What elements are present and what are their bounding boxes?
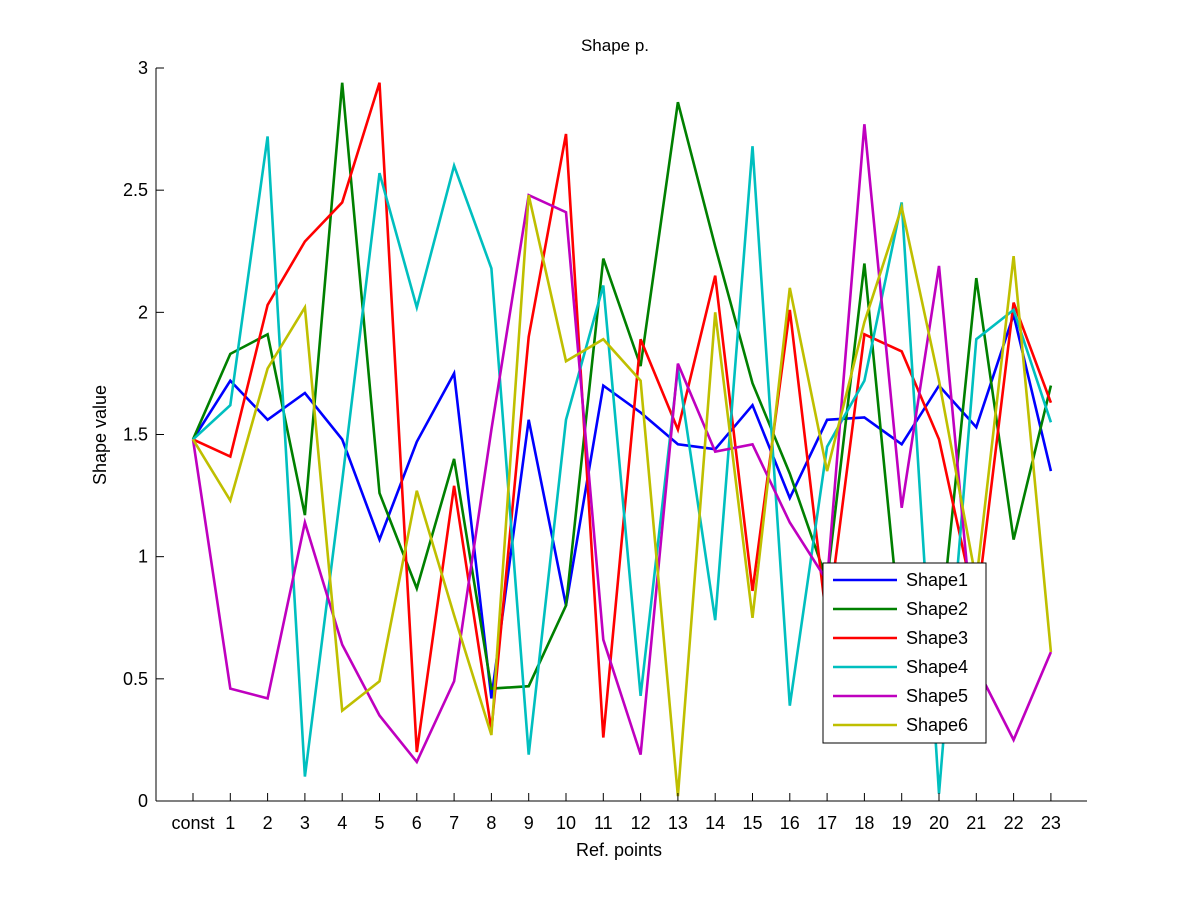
legend-entry: Shape4 <box>906 657 968 677</box>
chart-title: Shape p. <box>581 36 649 55</box>
x-tick-label: 15 <box>742 813 762 833</box>
x-tick-label: 20 <box>929 813 949 833</box>
x-tick-label: 19 <box>892 813 912 833</box>
axes: const 1 2 3 4 5 6 7 8 9 10 11 12 13 14 15 16 17 18 19 20 21 22… <box>123 58 1087 833</box>
x-tick-label: 14 <box>705 813 725 833</box>
series-line-shape1 <box>191 310 1053 699</box>
x-tick-label: 9 <box>524 813 534 833</box>
y-tick-label: 1 <box>138 547 148 567</box>
legend-entry: Shape5 <box>906 686 968 706</box>
x-tick-label: 7 <box>449 813 459 833</box>
series-line-shape6 <box>191 194 1053 797</box>
series-line-shape4 <box>192 136 1053 794</box>
series-line-shape5 <box>191 124 1053 765</box>
x-tick-label: 12 <box>631 813 651 833</box>
legend-box <box>822 562 987 744</box>
x-tick-label: 3 <box>300 813 310 833</box>
y-tick-label: 2.5 <box>123 180 148 200</box>
y-tick-label: 1.5 <box>123 425 148 445</box>
legend-entry: Shape3 <box>906 628 968 648</box>
y-tick-label: 0 <box>138 791 148 811</box>
y-axis-label: Shape value <box>90 385 110 485</box>
series-line-shape3 <box>192 82 1053 753</box>
legend: Shape1 Shape2 Shape3 Shape4 Shape5 Shape6 <box>822 562 987 744</box>
x-tick-label: 1 <box>225 813 235 833</box>
x-tick-label: 6 <box>412 813 422 833</box>
plot-area <box>191 82 1053 797</box>
x-tick-label: 8 <box>486 813 496 833</box>
x-tick-label: 4 <box>337 813 347 833</box>
x-tick-label: 13 <box>668 813 688 833</box>
legend-entry: Shape2 <box>906 599 968 619</box>
x-tick-label: 21 <box>966 813 986 833</box>
x-tick-label: 22 <box>1004 813 1024 833</box>
x-tick-label: 2 <box>263 813 273 833</box>
x-tick-label: const <box>171 813 214 833</box>
x-tick-label: 5 <box>374 813 384 833</box>
y-tick-label: 0.5 <box>123 669 148 689</box>
x-tick-label: 11 <box>594 813 613 833</box>
y-tick-label: 3 <box>138 58 148 78</box>
x-tick-label: 18 <box>854 813 874 833</box>
legend-entry: Shape6 <box>906 715 968 735</box>
x-axis-label: Ref. points <box>576 840 662 860</box>
legend-entry: Shape1 <box>906 570 968 590</box>
x-tick-label: 23 <box>1041 813 1061 833</box>
x-tick-label: 16 <box>780 813 800 833</box>
x-tick-label: 17 <box>817 813 837 833</box>
x-tick-label: 10 <box>556 813 576 833</box>
y-tick-label: 2 <box>138 302 148 322</box>
